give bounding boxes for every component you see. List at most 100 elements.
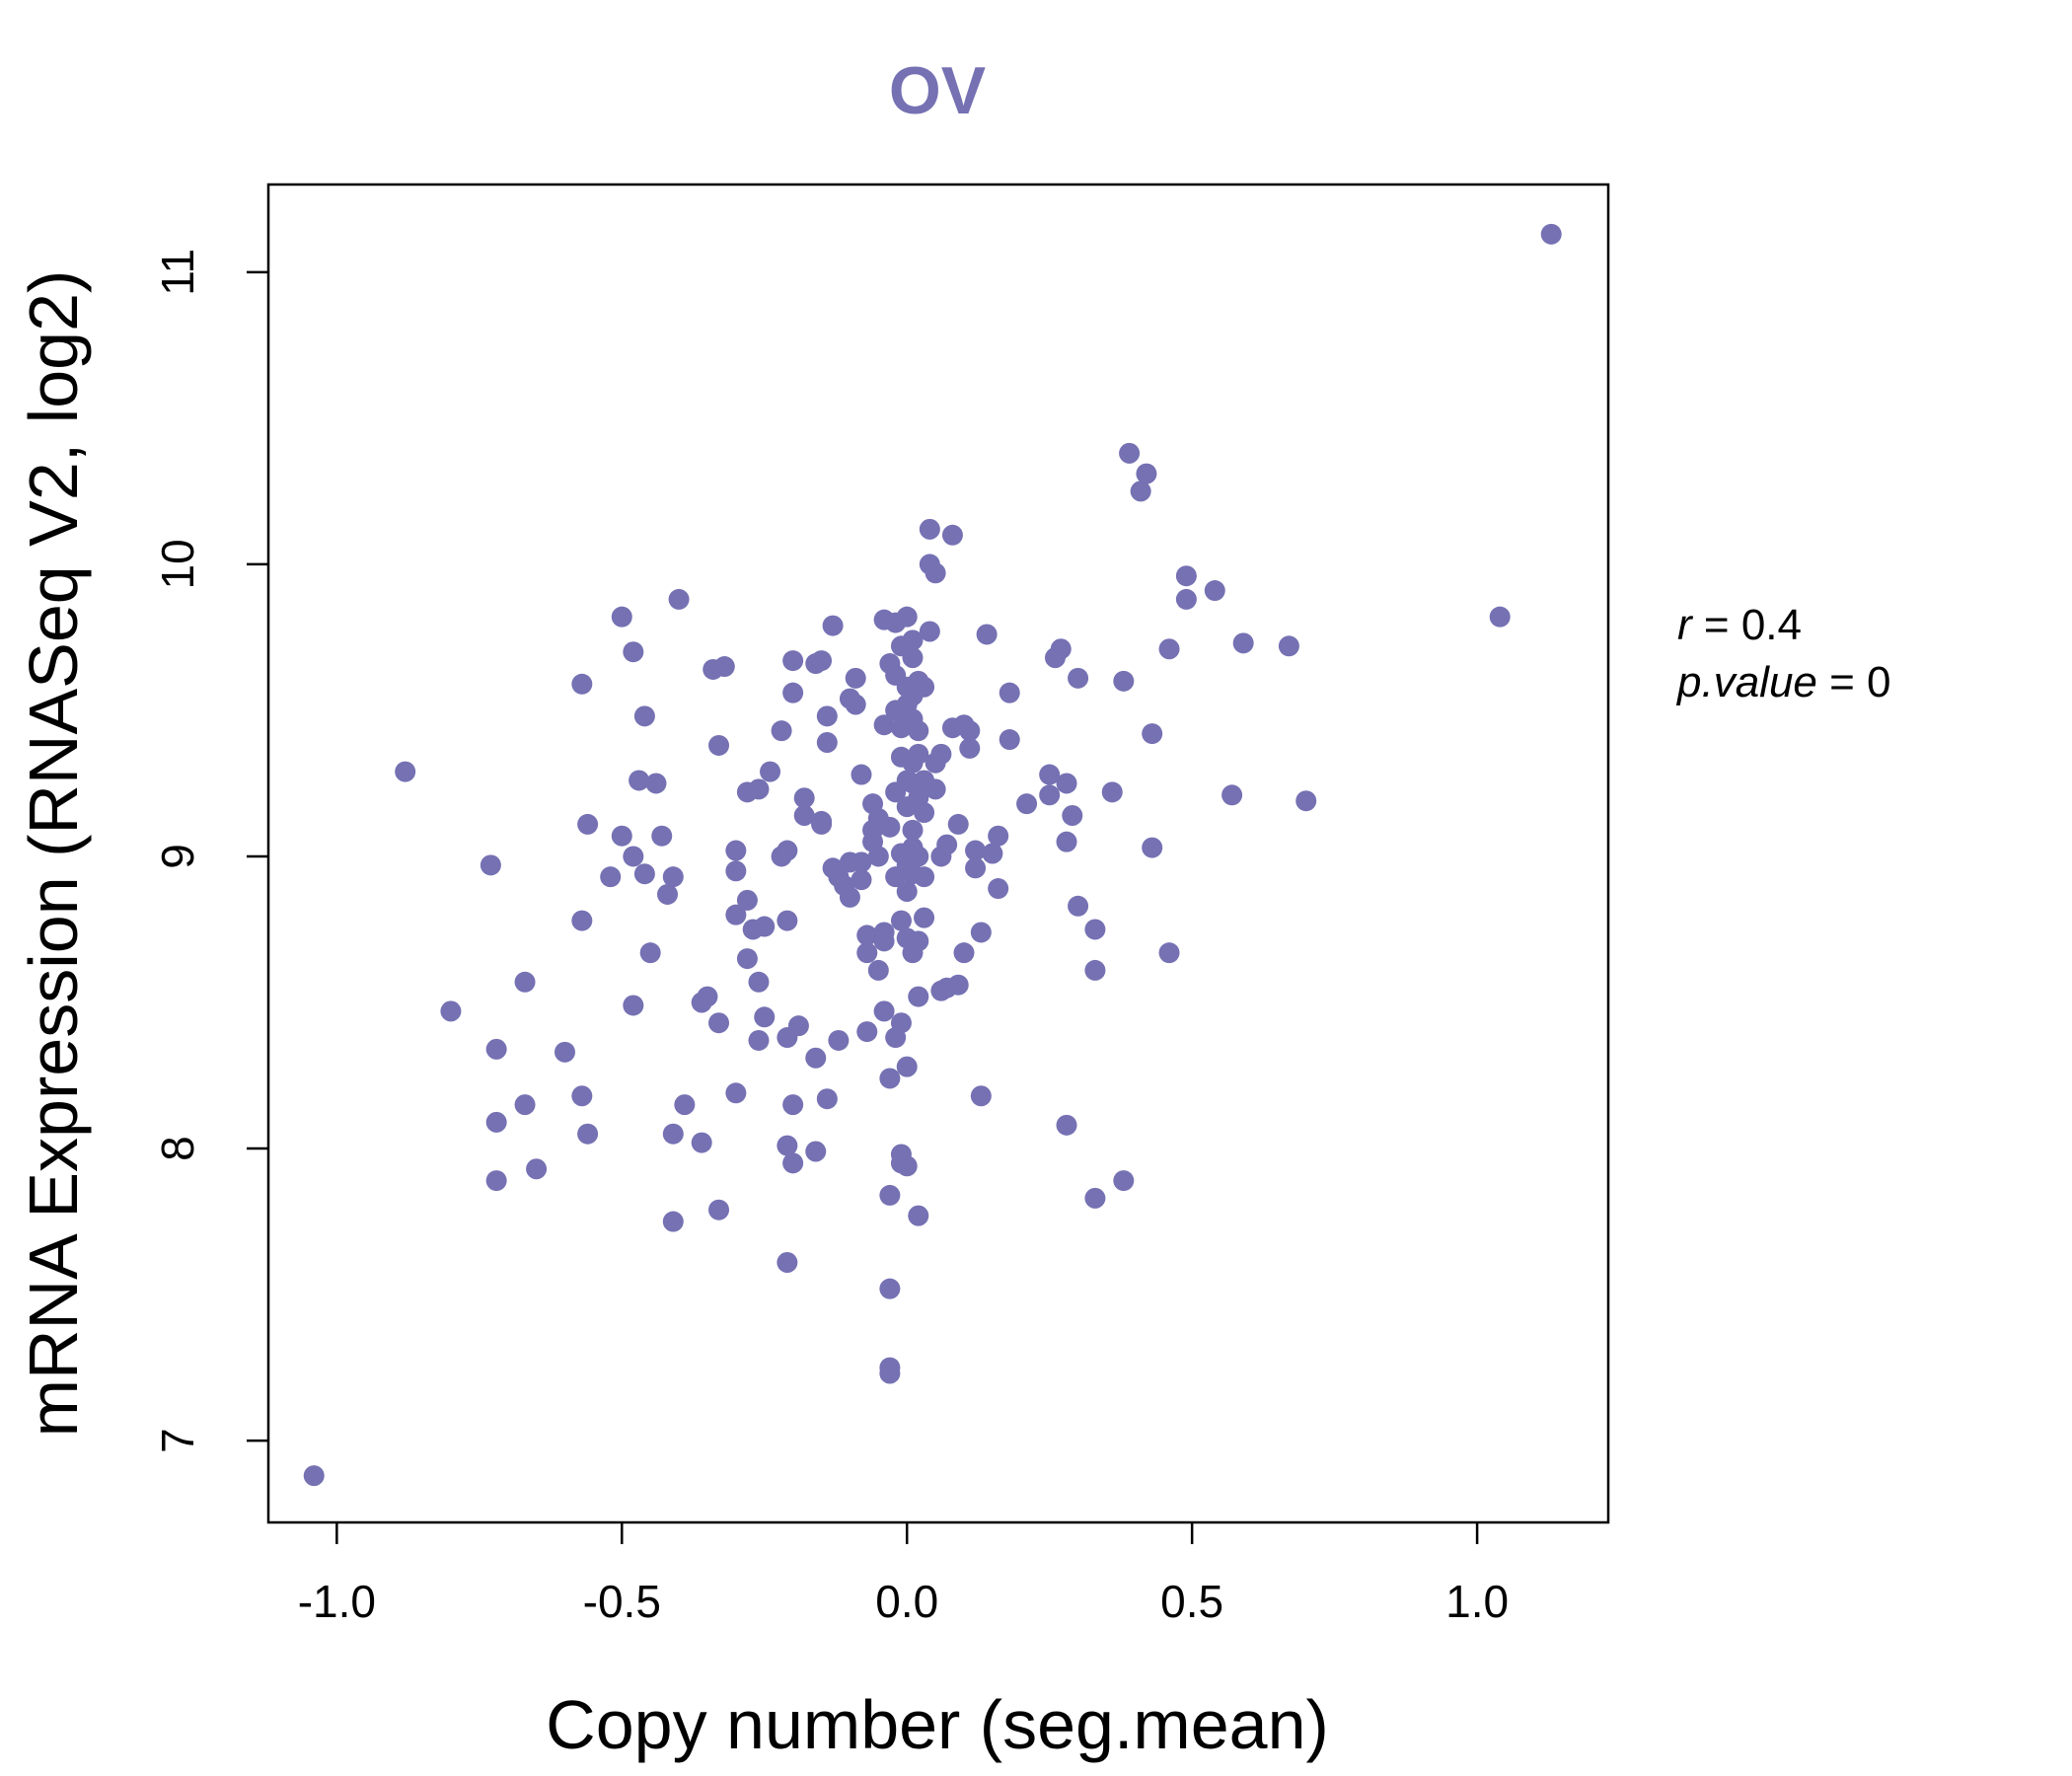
data-point: [782, 1152, 804, 1174]
svg-text:r = 0.4: r = 0.4: [1677, 601, 1802, 649]
data-point: [1175, 588, 1197, 610]
data-point: [645, 773, 667, 794]
data-point: [1056, 773, 1077, 794]
data-point: [999, 729, 1020, 751]
data-point: [959, 737, 981, 759]
data-point: [793, 805, 815, 827]
plot-frame: [266, 183, 1610, 1524]
data-point: [890, 1012, 912, 1034]
data-point: [577, 813, 599, 835]
data-point: [623, 846, 644, 867]
points-layer: [303, 223, 1562, 1487]
r-value: 0.4: [1741, 601, 1802, 649]
data-point: [708, 734, 730, 756]
data-point: [725, 840, 747, 861]
data-point: [485, 1111, 507, 1133]
data-point: [908, 846, 929, 867]
p-label: p.value: [1675, 658, 1817, 706]
y-tick-label: 9: [152, 844, 203, 869]
data-point: [662, 1211, 684, 1232]
data-point: [514, 1094, 536, 1116]
data-point: [1101, 781, 1123, 803]
data-point: [1295, 790, 1317, 812]
data-point: [805, 1141, 827, 1162]
data-point: [725, 904, 747, 925]
data-point: [526, 1158, 548, 1180]
data-point: [1056, 831, 1077, 852]
data-point: [554, 1041, 575, 1063]
data-point: [914, 866, 935, 888]
data-point: [941, 524, 963, 546]
data-point: [1204, 580, 1225, 602]
data-point: [440, 1000, 462, 1022]
stats-annotation: r = 0.4 p.value = 0: [1675, 601, 1891, 706]
data-point: [879, 1278, 901, 1299]
data-point: [914, 802, 935, 824]
r-label: r: [1677, 601, 1694, 649]
data-point: [674, 1094, 696, 1116]
x-tick-label: 0.0: [875, 1576, 938, 1627]
x-tick-label: 0.5: [1160, 1576, 1223, 1627]
data-point: [691, 1132, 712, 1153]
data-point: [1158, 942, 1180, 964]
data-point: [879, 1363, 901, 1384]
data-point: [851, 764, 872, 785]
data-point: [988, 825, 1009, 847]
data-point: [822, 615, 844, 636]
data-point: [480, 854, 501, 876]
data-point: [982, 843, 1003, 864]
data-point: [845, 667, 866, 689]
data-point: [953, 942, 975, 964]
p-value: 0: [1867, 658, 1890, 706]
data-point: [879, 816, 901, 838]
data-point: [1084, 1187, 1106, 1209]
y-tick-label: 8: [152, 1136, 203, 1161]
data-point: [611, 825, 632, 847]
data-point: [577, 1123, 599, 1145]
data-point: [988, 878, 1009, 900]
data-point: [970, 922, 992, 943]
data-point: [600, 866, 622, 888]
data-point: [1113, 670, 1135, 692]
data-point: [925, 778, 946, 800]
svg-text:p.value = 0: p.value = 0: [1675, 658, 1891, 706]
data-point: [970, 1085, 992, 1107]
data-point: [1039, 784, 1061, 806]
data-point: [914, 676, 935, 698]
data-point: [623, 641, 644, 663]
x-tick-label: 1.0: [1445, 1576, 1509, 1627]
data-point: [828, 1029, 850, 1051]
x-tick-label: -1.0: [298, 1576, 376, 1627]
r-equals: =: [1704, 601, 1741, 649]
data-point: [856, 1021, 878, 1043]
data-point: [611, 606, 632, 628]
data-point: [736, 948, 758, 970]
data-point: [908, 720, 929, 742]
data-point: [571, 673, 593, 695]
data-point: [782, 650, 804, 672]
data-point: [811, 650, 833, 672]
data-point: [816, 1088, 838, 1110]
data-point: [777, 1135, 798, 1156]
data-point: [936, 834, 958, 855]
data-point: [697, 986, 718, 1007]
data-point: [708, 1199, 730, 1221]
data-point: [662, 866, 684, 888]
data-point: [1056, 1114, 1077, 1136]
data-point: [1221, 784, 1243, 806]
x-axis: -1.0 -0.5 0.0 0.5 1.0: [298, 1522, 1509, 1627]
data-point: [908, 1205, 929, 1226]
data-point: [1278, 635, 1299, 657]
data-point: [908, 930, 929, 952]
data-point: [1084, 959, 1106, 981]
data-point: [902, 647, 924, 669]
data-point: [668, 588, 690, 610]
data-point: [919, 518, 940, 540]
data-point: [1113, 1170, 1135, 1192]
data-point: [782, 1094, 804, 1116]
p-equals: =: [1829, 658, 1867, 706]
data-point: [1232, 632, 1254, 654]
data-point: [879, 1184, 901, 1206]
data-point: [736, 889, 758, 911]
